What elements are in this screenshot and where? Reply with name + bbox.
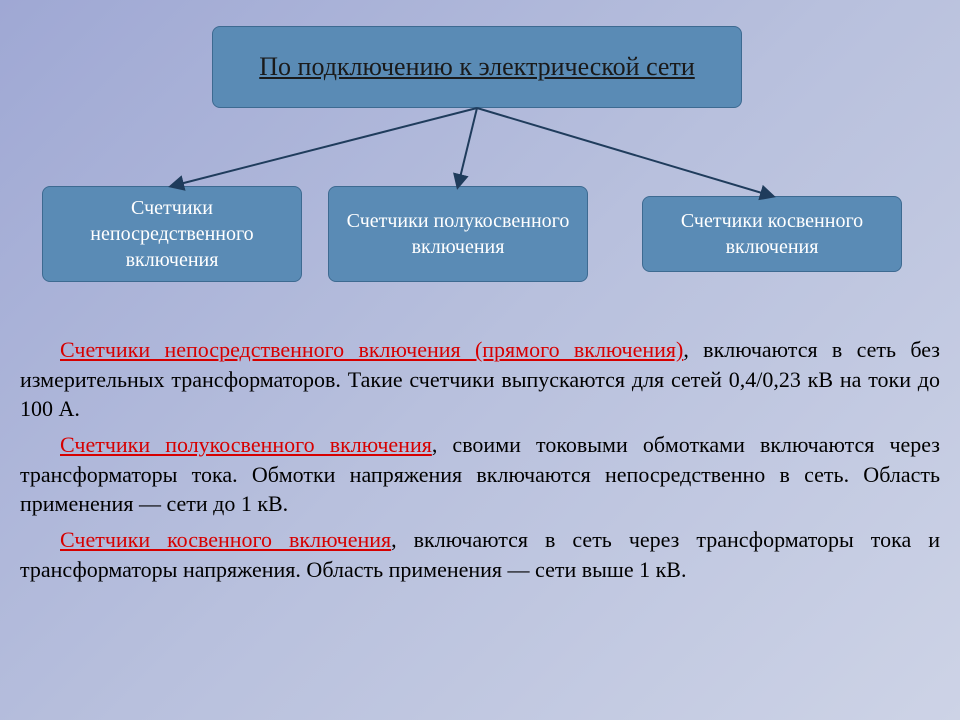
description-paragraphs: Счетчики непосредственного включения (пр… [20,335,940,591]
diagram-title-text: По подключению к электрической сети [259,50,695,84]
child-box-2-label: Счетчики косвенного включения [653,208,891,260]
term-2: Счетчики косвенного включения [60,527,391,552]
paragraph-1: Счетчики полукосвенного включения, своим… [20,430,940,519]
child-box-0-label: Счетчики непосредственного включения [53,195,291,273]
child-box-2: Счетчики косвенного включения [642,196,902,272]
diagram-title-box: По подключению к электрической сети [212,26,742,108]
arrow-2 [477,108,772,196]
child-box-1: Счетчики полукосвенного включения [328,186,588,282]
arrow-lines-group [172,108,772,196]
arrow-1 [458,108,477,186]
paragraph-0: Счетчики непосредственного включения (пр… [20,335,940,424]
term-1: Счетчики полукосвенного включения [60,432,432,457]
term-0: Счетчики непосредственного включения (пр… [60,337,683,362]
arrow-0 [172,108,477,186]
paragraph-2: Счетчики косвенного включения, включаютс… [20,525,940,584]
child-box-0: Счетчики непосредственного включения [42,186,302,282]
child-box-1-label: Счетчики полукосвенного включения [339,208,577,260]
